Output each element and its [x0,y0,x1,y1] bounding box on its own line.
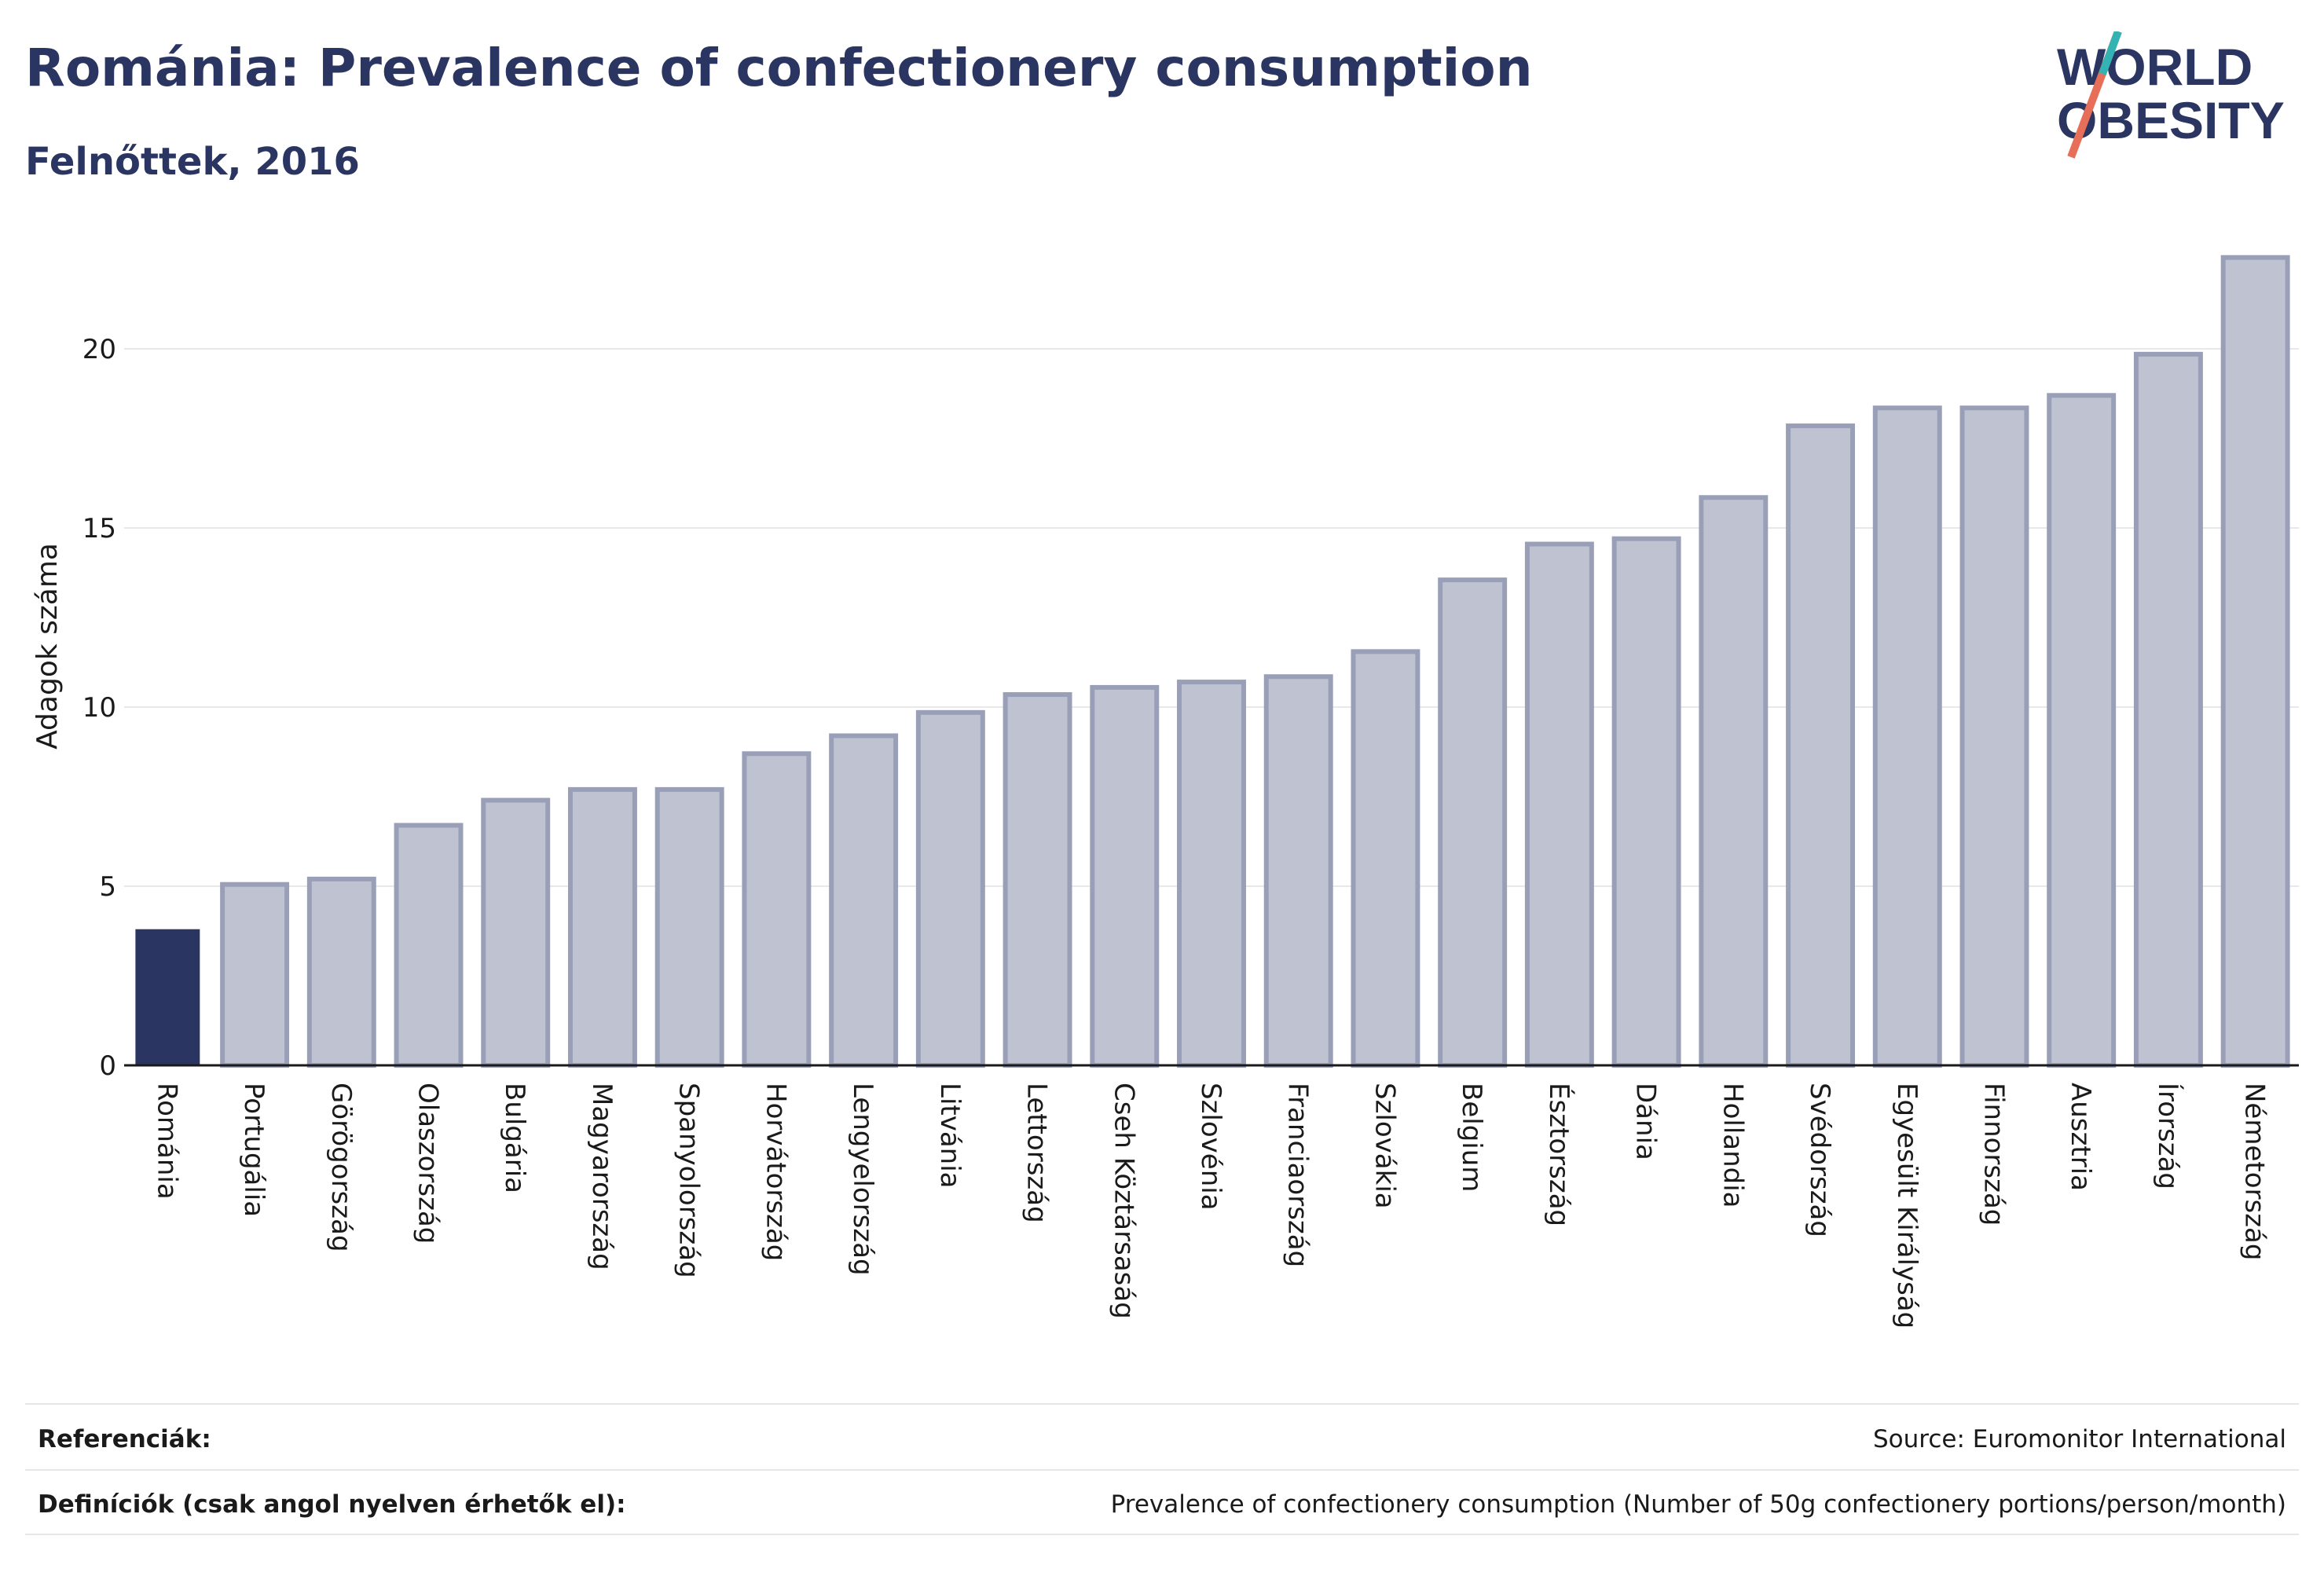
definitions-label: Definíciók (csak angol nyelven érhetők e… [38,1490,626,1519]
x-tick-label: Cseh Köztársaság [1108,1083,1139,1319]
x-tick-label: Románia [151,1083,182,1200]
definitions-value: Prevalence of confectionery consumption … [1110,1490,2286,1519]
bar [915,709,985,1068]
x-tick-label: Litvánia [934,1083,966,1189]
bar [1263,674,1333,1068]
x-tick-label: Lengyelország [847,1083,878,1276]
bar [1872,405,1942,1068]
x-tick-label: Ausztria [2065,1083,2096,1191]
references-value: Source: Euromonitor International [1872,1425,2286,1453]
x-tick-label: Olaszország [412,1083,444,1244]
x-tick-label: Magyarország [586,1083,618,1270]
references-label: Referenciák: [38,1425,211,1453]
bar [1003,692,1072,1068]
bar [742,751,812,1068]
bar [135,929,200,1065]
x-tick-label: Bulgária [499,1083,530,1193]
y-axis-label: Adagok száma [31,543,64,750]
bar [1438,577,1508,1068]
x-tick-label: Spanyolország [673,1083,705,1278]
bar [1786,423,1856,1068]
bar [1524,541,1594,1068]
bar [2133,351,2203,1068]
bar [1959,405,2029,1068]
divider [25,1534,2299,1535]
y-tick-label: 5 [99,871,116,903]
y-tick-label: 10 [82,692,116,724]
x-tick-label: Svédország [1804,1083,1835,1237]
x-tick-label: Szlovénia [1195,1083,1226,1211]
x-tick-label: Belgium [1456,1083,1487,1192]
x-tick-label: Németország [2239,1083,2271,1260]
x-tick-label: Portugália [238,1083,269,1217]
divider [25,1403,2299,1405]
svg-text:WORLD: WORLD [2057,38,2253,96]
bar [394,823,464,1068]
x-tick-label: Dánia [1630,1083,1662,1160]
bar [1699,495,1769,1068]
x-tick-label: Szlovákia [1369,1083,1400,1209]
x-tick-label: Franciaország [1282,1083,1314,1267]
y-tick-label: 15 [82,513,116,544]
x-tick-label: Finnország [1978,1083,2009,1226]
bar [1177,680,1246,1068]
bar [220,881,290,1068]
bar-chart: 0 5 10 15 20 Adagok száma Románia Portugália G… [31,255,2299,1329]
x-tick-label: Írország [2152,1083,2184,1189]
bars [135,255,2290,1068]
bar [567,786,637,1068]
x-tick-label: Lettország [1021,1083,1053,1223]
bar [1351,649,1420,1068]
bar [2220,255,2290,1068]
x-tick-label: Egyesült Királyság [1891,1083,1923,1329]
y-tick-label: 0 [99,1050,116,1082]
world-obesity-logo: WORLD OBESITY [2057,31,2285,159]
x-tick-label: Észtország [1543,1083,1575,1226]
y-tick-label: 20 [82,334,116,365]
bar [2047,393,2117,1068]
chart-title: Románia: Prevalence of confectionery con… [25,38,1533,98]
bar [306,876,376,1068]
bar [654,786,724,1068]
x-tick-label: Hollandia [1717,1083,1748,1208]
bar [1611,536,1681,1068]
bar [829,733,899,1068]
x-axis-labels: Románia Portugália Görögország Olaszország B… [151,1083,2270,1329]
chart-subtitle: Felnőttek, 2016 [25,140,360,184]
bar [481,797,551,1068]
y-axis-ticks: 0 5 10 15 20 [82,334,116,1082]
x-tick-label: Görögország [325,1083,357,1252]
divider [25,1469,2299,1471]
bar [1090,684,1160,1068]
x-tick-label: Horvátország [760,1083,791,1261]
